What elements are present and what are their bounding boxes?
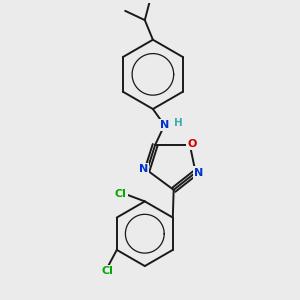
Text: Cl: Cl bbox=[115, 190, 127, 200]
Text: N: N bbox=[160, 120, 169, 130]
Text: Cl: Cl bbox=[102, 266, 113, 276]
Text: N: N bbox=[139, 164, 148, 174]
Text: O: O bbox=[188, 139, 197, 148]
Text: N: N bbox=[194, 167, 204, 178]
Text: H: H bbox=[174, 118, 183, 128]
